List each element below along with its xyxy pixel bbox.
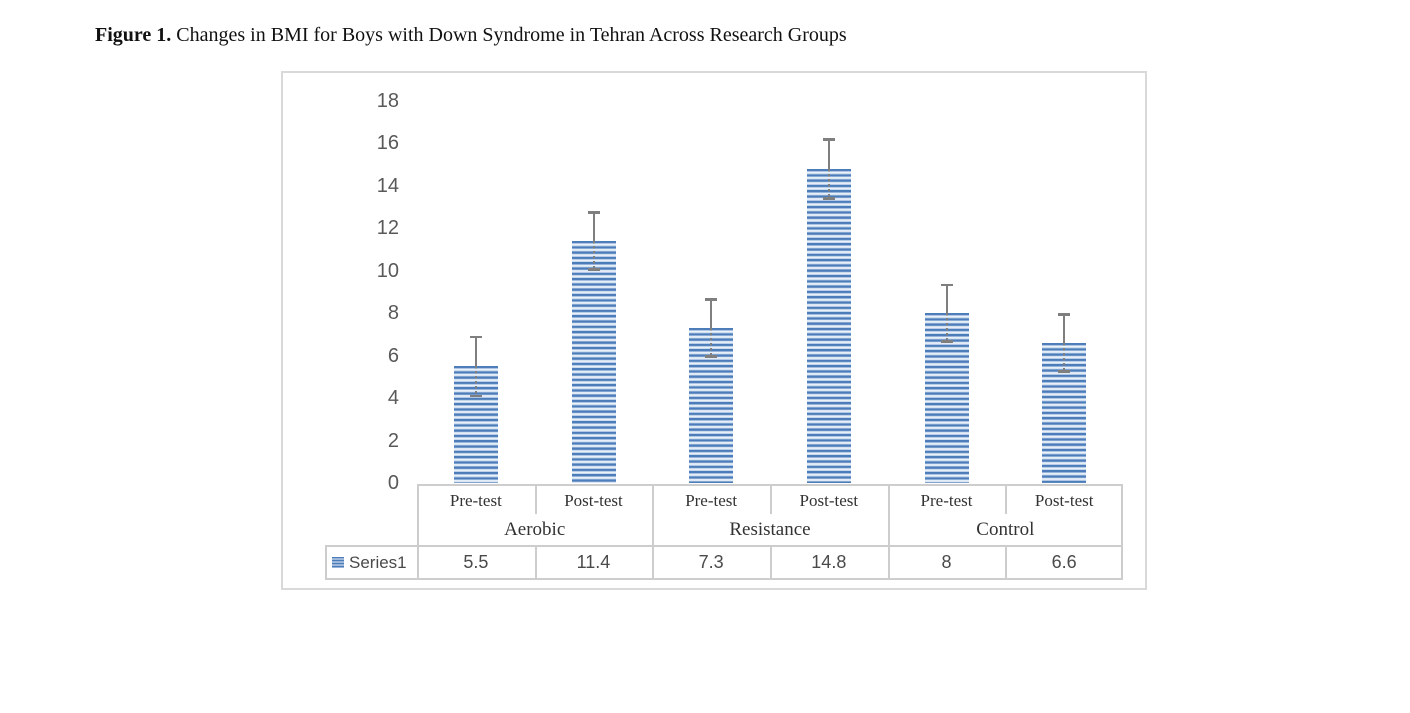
series-legend-marker-icon (332, 557, 344, 568)
series-value: 7.3 (698, 552, 724, 572)
category-label: Pre-test (449, 491, 502, 510)
error-bar-stem-upper (592, 213, 595, 242)
y-axis-tick-label: 0 (387, 472, 399, 494)
series-name: Series1 (349, 552, 407, 572)
y-axis-tick-label: 4 (387, 387, 399, 410)
series-cell-left-border (325, 545, 327, 580)
table-left-border (417, 484, 419, 580)
error-bar-cap-top (1058, 313, 1071, 316)
error-bar-stem-lower (710, 328, 713, 355)
error-bar-cap-top (940, 283, 953, 287)
category-label: Post-test (564, 491, 623, 510)
bar-post-test-1 (571, 241, 616, 483)
error-bar-stem-lower (945, 313, 948, 340)
error-bar-cap-bottom (587, 268, 600, 271)
table-bottom-border (325, 578, 1124, 580)
group-label: Control (976, 519, 1035, 540)
error-bar-cap-bottom (469, 394, 482, 398)
error-bar-cap-top (469, 335, 482, 339)
y-axis-tick-label: 14 (376, 174, 399, 197)
y-axis-tick-label: 8 (387, 302, 399, 325)
category-label: Post-test (799, 491, 859, 510)
figure-caption-label: Figure 1. (95, 24, 172, 46)
bar-post-test-3 (806, 168, 851, 483)
value-divider (534, 545, 537, 580)
value-divider (1005, 545, 1008, 580)
error-bar-cap-top (705, 298, 718, 301)
group-divider (652, 484, 655, 580)
error-bar-cap-bottom (1058, 370, 1071, 373)
category-divider (770, 484, 772, 514)
series-value: 5.5 (463, 552, 489, 572)
y-axis-tick-label: 16 (376, 132, 399, 155)
y-axis-tick-label: 6 (387, 344, 399, 367)
category-label: Pre-test (685, 491, 738, 510)
figure-caption-text: Changes in BMI for Boys with Down Syndro… (171, 24, 847, 46)
bmi-bar-chart: 18 16 14 12 10 8 6 4 2 0 Pre-test Post-test Pre-test… (281, 71, 1147, 590)
error-bar-stem-upper (1063, 315, 1066, 343)
y-axis-tick-label: 10 (376, 259, 399, 282)
error-bar-stem-lower (827, 168, 830, 197)
group-divider (887, 484, 890, 580)
value-divider (770, 545, 772, 580)
y-axis-tick-label: 18 (376, 90, 399, 113)
y-axis-tick-label: 12 (376, 217, 399, 240)
group-label: Aerobic (504, 519, 566, 540)
error-bar-stem-upper (474, 337, 477, 367)
error-bar-stem-upper (827, 140, 830, 169)
category-label: Pre-test (920, 491, 973, 510)
error-bar-stem-upper (945, 285, 948, 314)
error-bar-cap-top (822, 138, 835, 141)
error-bar-stem-lower (1063, 342, 1066, 370)
error-bar-stem-upper (710, 300, 713, 329)
category-label: Post-test (1034, 491, 1094, 510)
series-value: 14.8 (811, 552, 847, 572)
error-bar-cap-bottom (940, 340, 953, 343)
y-axis-tick-label: 2 (387, 429, 399, 452)
error-bar-cap-top (587, 211, 600, 214)
series-legend-cell: Series1 (325, 545, 417, 580)
table-right-border (1121, 484, 1124, 580)
table-values-row-top-border (325, 545, 1124, 547)
figure-caption: Figure 1. Changes in BMI for Boys with D… (95, 24, 847, 47)
category-divider (534, 484, 537, 514)
error-bar-cap-bottom (705, 355, 718, 358)
category-divider (1005, 484, 1008, 514)
series-value: 6.6 (1051, 552, 1077, 572)
plot-area: 18 16 14 12 10 8 6 4 2 0 Pre-test Post-test Pre-test… (283, 73, 1145, 588)
error-bar-stem-lower (474, 366, 477, 395)
series-value: 11.4 (576, 552, 611, 572)
error-bar-cap-bottom (822, 197, 835, 200)
error-bar-stem-lower (592, 241, 595, 268)
group-label: Resistance (729, 519, 811, 540)
series-value: 8 (941, 552, 952, 572)
